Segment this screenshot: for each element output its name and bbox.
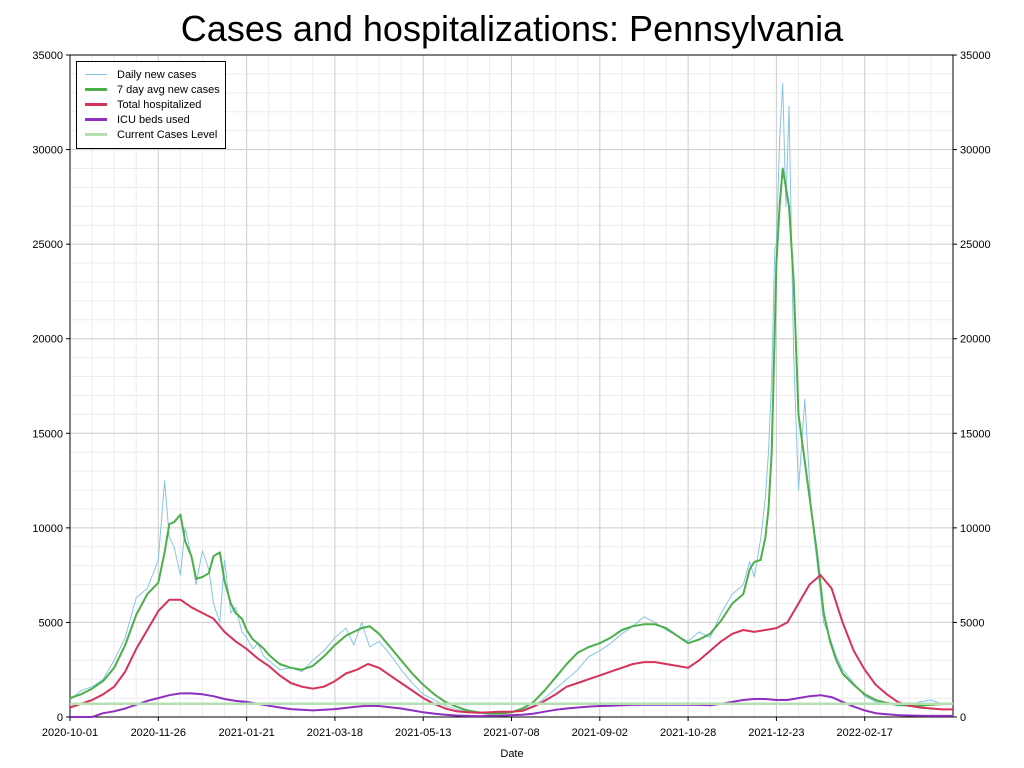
- series-layer: [69, 82, 954, 718]
- y-tick-label-right: 30000: [960, 145, 991, 157]
- x-tick-label: 2022-02-17: [837, 727, 893, 739]
- legend-item: Daily new cases: [85, 67, 225, 82]
- y-tick-label-right: 20000: [960, 334, 991, 346]
- legend-swatch: [85, 74, 107, 75]
- legend-label: 7 day avg new cases: [117, 83, 220, 96]
- x-tick-label: 2020-11-26: [131, 727, 186, 739]
- legend-label: Current Cases Level: [117, 128, 218, 141]
- y-tick-label-left: 0: [57, 712, 63, 724]
- y-tick-label-left: 20000: [32, 334, 63, 346]
- x-tick-label: 2021-07-08: [483, 727, 539, 739]
- legend-item: Current Cases Level: [85, 127, 225, 142]
- y-tick-label-left: 30000: [32, 145, 63, 157]
- y-tick-label-right: 5000: [960, 617, 984, 629]
- legend-label: Total hospitalized: [117, 98, 202, 111]
- legend-swatch: [85, 103, 107, 106]
- y-tick-label-left: 25000: [32, 239, 63, 251]
- legend-swatch: [85, 88, 107, 91]
- y-tick-label-left: 5000: [39, 617, 63, 629]
- x-tick-label: 2021-05-13: [395, 727, 451, 739]
- y-tick-label-right: 0: [960, 712, 966, 724]
- grid-layer: [69, 54, 954, 718]
- x-tick-label: 2021-12-23: [748, 727, 804, 739]
- x-tick-label: 2021-01-21: [218, 727, 274, 739]
- legend-swatch: [85, 133, 107, 136]
- legend-item: ICU beds used: [85, 112, 225, 127]
- y-tick-label-right: 15000: [960, 428, 991, 440]
- x-tick-label: 2020-10-01: [42, 727, 98, 739]
- tick-layer: 0 0 5000 5000 10000 10000 15000 15000 20000 20000…: [32, 50, 990, 739]
- x-tick-label: 2021-10-28: [660, 727, 716, 739]
- series-line-total-hospitalized: [69, 574, 953, 714]
- x-tick-label: 2021-09-02: [572, 727, 628, 739]
- legend-label: ICU beds used: [117, 113, 190, 126]
- y-tick-label-right: 35000: [960, 50, 991, 62]
- y-tick-label-left: 10000: [32, 523, 63, 535]
- legend-item: 7 day avg new cases: [85, 82, 225, 97]
- legend-swatch: [85, 118, 107, 121]
- series-line-icu-beds-used: [70, 692, 953, 718]
- x-tick-label: 2021-03-18: [307, 727, 363, 739]
- legend-item: Total hospitalized: [85, 97, 225, 112]
- legend: Daily new cases 7 day avg new cases Total …: [76, 61, 226, 149]
- chart-title: Cases and hospitalizations: Pennsylvania: [180, 8, 844, 49]
- y-tick-label-right: 25000: [960, 239, 991, 251]
- y-tick-label-right: 10000: [960, 523, 991, 535]
- x-axis-label: Date: [500, 748, 523, 760]
- y-tick-label-left: 35000: [32, 50, 63, 62]
- y-tick-label-left: 15000: [32, 428, 63, 440]
- legend-label: Daily new cases: [117, 68, 197, 81]
